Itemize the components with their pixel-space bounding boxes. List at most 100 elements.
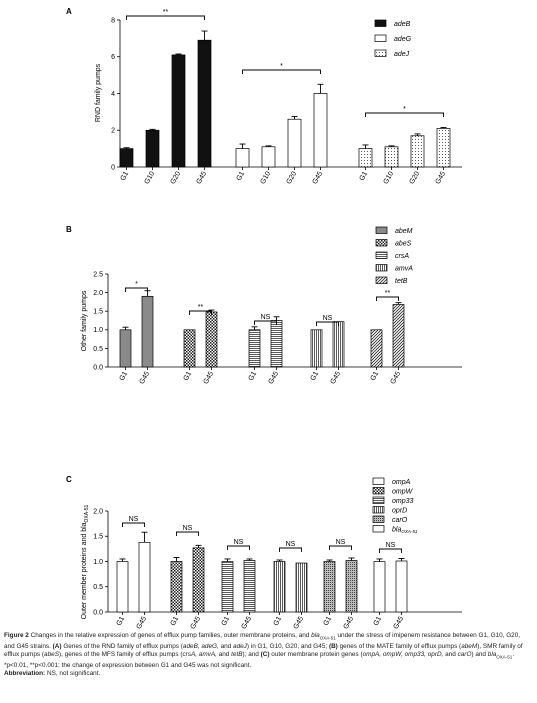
bar <box>261 146 276 168</box>
bar <box>116 561 129 613</box>
legend-swatch <box>372 477 385 485</box>
abbreviation-text: NS, not significant. <box>45 670 101 678</box>
legend-label-text: carO <box>392 517 408 524</box>
caption-italic: carO <box>457 651 472 659</box>
caption-italic: ompA, ompW, omp33, oprD, <box>362 651 444 659</box>
legend-swatch <box>375 276 388 284</box>
significance-label: * <box>403 106 406 113</box>
caption-sub: OXA-51 <box>319 635 336 641</box>
significance-label: NS <box>183 525 193 532</box>
significance-bracket <box>279 547 302 552</box>
x-tick-label: G45 <box>390 370 403 385</box>
legend-swatch <box>375 239 388 247</box>
x-tick-label: G20 <box>286 170 299 185</box>
legend-label: amvA <box>395 266 413 273</box>
significance-bracket <box>254 320 277 325</box>
panel-letter-b: B <box>66 225 72 234</box>
bar <box>183 329 196 368</box>
legend-swatch <box>374 19 387 27</box>
caption-bold: (C) <box>260 651 270 659</box>
legend-label-text: abeS <box>395 241 412 248</box>
significance-label: NS <box>234 539 244 546</box>
x-tick-label: G45 <box>293 615 306 630</box>
bar <box>295 562 308 613</box>
bar <box>248 329 261 368</box>
y-axis-label-c: Outer member proteins and blaOXA-51 <box>81 504 90 619</box>
legend-swatch <box>372 487 385 495</box>
significance-label: ** <box>163 9 169 16</box>
caption-italic: tetB <box>231 651 243 659</box>
bar <box>221 561 234 613</box>
bar <box>119 148 134 168</box>
caption-abbreviation: Abbreviation: NS, not significant. <box>4 670 532 678</box>
bar <box>270 320 283 368</box>
x-tick-label: G10 <box>383 170 396 185</box>
significance-label: * <box>135 281 138 288</box>
x-tick-label: G1 <box>115 615 126 627</box>
panel-letter-c: C <box>66 475 72 484</box>
bar <box>170 561 183 613</box>
x-tick-label: G1 <box>118 370 129 382</box>
bar <box>436 128 451 168</box>
caption-italic: abeS <box>44 651 59 659</box>
bar <box>332 321 345 368</box>
caption-figure-number: Figure 2 <box>4 632 29 639</box>
plot-area-b: 0.0 0.5 1.0 1.5 2.0 2.5 abeM abeS crsA amvA tetB G1… <box>93 226 462 385</box>
legend-label-text: abeM <box>395 228 413 235</box>
caption-italic: bla <box>311 632 320 639</box>
y-tick-label: 6 <box>111 54 115 61</box>
x-tick-label: G45 <box>435 170 448 185</box>
bar <box>235 148 250 168</box>
x-tick-label: G45 <box>139 370 152 385</box>
x-tick-label: G1 <box>182 370 193 382</box>
bar <box>145 129 160 168</box>
figure-caption: Figure 2 Changes in the relative express… <box>4 632 532 679</box>
panel-a: A RND family pumps 0 2 4 6 8 adeB adeG adeJ G1 G1… <box>66 7 462 185</box>
significance-label: NS <box>286 541 296 548</box>
x-tick-label: G45 <box>268 370 281 385</box>
x-tick-label: G1 <box>372 615 383 627</box>
significance-label: NS <box>386 542 396 549</box>
y-tick-label: 2.0 <box>93 508 103 515</box>
significance-label: NS <box>129 516 139 523</box>
caption-part: ) and <box>471 651 488 659</box>
caption-italic: bla <box>487 651 497 659</box>
caption-part: under the stress of imipenem resistance … <box>4 632 521 650</box>
significance-label: ** <box>385 290 391 297</box>
panel-b: B Other family pumps 0.0 0.5 1.0 1.5 2.0 2.5 a… <box>66 225 462 385</box>
x-tick-label: G45 <box>190 615 203 630</box>
legend-swatch <box>375 251 388 259</box>
bar <box>138 541 151 613</box>
significance-label: NS <box>323 315 333 322</box>
y-tick-label: 0.0 <box>93 364 103 371</box>
y-axis-label-c-sub: OXA-51 <box>84 504 90 522</box>
legend-label-text: tetB <box>395 278 408 285</box>
y-tick-label: 0.0 <box>93 609 103 616</box>
caption-part: Genes of the RND family of efflux pumps … <box>61 642 183 650</box>
y-tick-label: 4 <box>111 91 115 98</box>
legend-label: abeS <box>395 241 412 248</box>
significance-label: NS <box>336 539 346 546</box>
caption-part: and <box>216 651 232 659</box>
significance-bracket <box>316 321 339 326</box>
legend-label-text: adeB <box>394 21 411 28</box>
legend-label-sub: OXA-51 <box>401 529 418 534</box>
bar <box>323 561 336 613</box>
significance-bracket <box>376 296 399 301</box>
caption-part: ); and <box>242 651 261 659</box>
legend-swatch <box>372 496 385 504</box>
y-tick-label: 1.5 <box>93 534 103 541</box>
caption-part: and <box>218 642 234 650</box>
caption-part: . *p<0.01, **p<0.001; the change of expr… <box>4 651 515 669</box>
caption-part: ) in G1, G10, G20, and G45; <box>246 642 329 650</box>
bar <box>205 311 218 368</box>
bar <box>243 560 256 613</box>
y-axis-label-a: RND family pumps <box>95 63 102 122</box>
x-tick-label: G45 <box>393 615 406 630</box>
significance-bracket <box>122 522 145 527</box>
legend-label: tetB <box>395 278 408 285</box>
bar <box>141 295 154 368</box>
legend-label: oprD <box>392 508 407 515</box>
legend-label-text: bla <box>392 527 401 534</box>
